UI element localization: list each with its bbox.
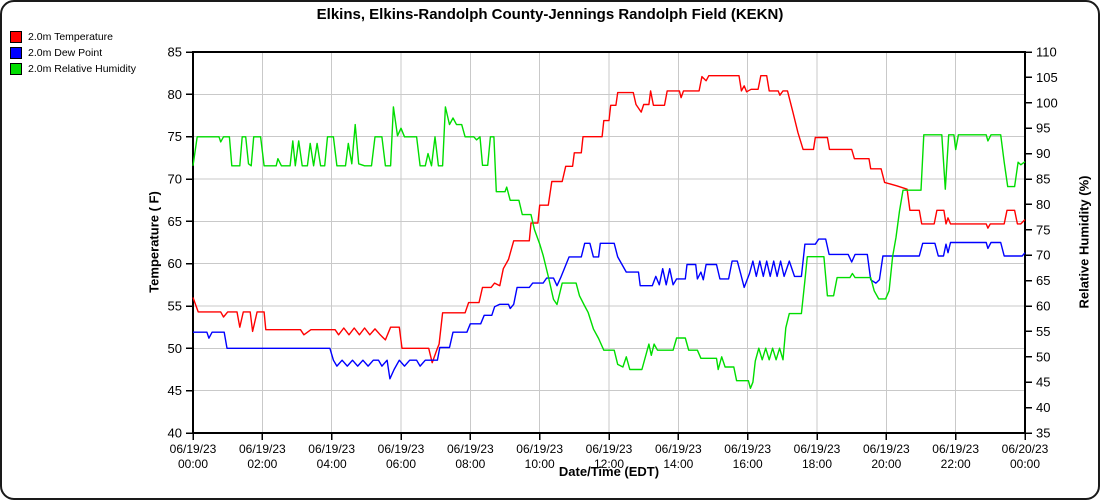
right-axis-tick-label: 100 bbox=[1036, 95, 1058, 110]
x-axis-tick-date-label: 06/19/23 bbox=[170, 442, 217, 456]
legend-item-relative-humidity: 2.0m Relative Humidity bbox=[10, 61, 136, 77]
right-axis-tick-label: 75 bbox=[1036, 222, 1050, 237]
x-axis-tick-time-label: 10:00 bbox=[525, 457, 555, 471]
right-axis-tick-label: 110 bbox=[1036, 45, 1057, 60]
left-axis-tick-label: 50 bbox=[168, 341, 182, 356]
x-axis-tick-time-label: 14:00 bbox=[663, 457, 693, 471]
left-axis-tick-label: 85 bbox=[168, 45, 182, 60]
right-axis-tick-label: 70 bbox=[1036, 248, 1050, 263]
x-axis-tick-time-label: 04:00 bbox=[317, 457, 347, 471]
dew-point-swatch-icon bbox=[10, 47, 22, 59]
x-axis-title: Date/Time (EDT) bbox=[558, 464, 660, 479]
x-axis-tick-date-label: 06/19/23 bbox=[794, 442, 841, 456]
x-axis-tick-time-label: 00:00 bbox=[1010, 457, 1040, 471]
left-axis-tick-label: 75 bbox=[168, 129, 182, 144]
right-axis-tick-label: 80 bbox=[1036, 197, 1050, 212]
legend-item-temperature: 2.0m Temperature bbox=[10, 29, 136, 45]
x-axis-tick-time-label: 16:00 bbox=[733, 457, 763, 471]
legend: 2.0m Temperature 2.0m Dew Point 2.0m Rel… bbox=[10, 29, 136, 77]
right-axis-tick-label: 85 bbox=[1036, 172, 1050, 187]
left-axis-tick-label: 55 bbox=[168, 299, 182, 314]
legend-label-temperature: 2.0m Temperature bbox=[28, 31, 114, 43]
series-line-2-0m-temperature bbox=[192, 74, 1026, 364]
right-axis-tick-label: 35 bbox=[1036, 426, 1050, 441]
x-axis-tick-date-label: 06/19/23 bbox=[308, 442, 355, 456]
x-axis-tick-date-label: 06/19/23 bbox=[239, 442, 286, 456]
x-axis-tick-date-label: 06/19/23 bbox=[516, 442, 563, 456]
right-axis-tick-label: 65 bbox=[1036, 273, 1050, 288]
chart-title: Elkins, Elkins-Randolph County-Jennings … bbox=[316, 6, 784, 23]
x-axis-tick-date-label: 06/19/23 bbox=[932, 442, 979, 456]
x-axis-tick-date-label: 06/19/23 bbox=[724, 442, 771, 456]
x-axis-tick-time-label: 12:00 bbox=[594, 457, 624, 471]
right-axis-tick-label: 90 bbox=[1036, 146, 1050, 161]
left-axis-tick-label: 65 bbox=[168, 214, 182, 229]
x-axis-tick-time-label: 20:00 bbox=[871, 457, 901, 471]
series-line-2-0m-relative-humidity bbox=[192, 106, 1026, 389]
legend-item-dew-point: 2.0m Dew Point bbox=[10, 45, 136, 61]
x-axis-tick-time-label: 08:00 bbox=[455, 457, 485, 471]
x-axis-tick-time-label: 02:00 bbox=[247, 457, 277, 471]
x-axis-tick-date-label: 06/19/23 bbox=[378, 442, 425, 456]
legend-label-dew-point: 2.0m Dew Point bbox=[28, 47, 103, 59]
right-axis-tick-label: 55 bbox=[1036, 324, 1050, 339]
left-axis-tick-label: 80 bbox=[168, 87, 182, 102]
x-axis-tick-date-label: 06/20/23 bbox=[1002, 442, 1049, 456]
x-axis-tick-date-label: 06/19/23 bbox=[655, 442, 702, 456]
x-axis-tick-time-label: 00:00 bbox=[178, 457, 208, 471]
series-line-2-0m-dew-point bbox=[193, 238, 1026, 380]
right-axis-tick-label: 95 bbox=[1036, 121, 1050, 136]
right-axis-tick-label: 60 bbox=[1036, 299, 1050, 314]
x-axis-tick-time-label: 18:00 bbox=[802, 457, 832, 471]
right-axis-tick-label: 50 bbox=[1036, 349, 1050, 364]
x-axis-tick-time-label: 06:00 bbox=[386, 457, 416, 471]
x-axis-tick-time-label: 22:00 bbox=[941, 457, 971, 471]
right-axis-tick-label: 105 bbox=[1036, 70, 1058, 85]
legend-label-relative-humidity: 2.0m Relative Humidity bbox=[28, 63, 136, 75]
temperature-swatch-icon bbox=[10, 31, 22, 43]
x-axis-tick-date-label: 06/19/23 bbox=[863, 442, 910, 456]
right-axis-tick-label: 45 bbox=[1036, 375, 1050, 390]
relative-humidity-swatch-icon bbox=[10, 63, 22, 75]
left-axis-tick-label: 40 bbox=[168, 426, 182, 441]
left-axis-tick-label: 45 bbox=[168, 383, 182, 398]
x-axis-tick-date-label: 06/19/23 bbox=[586, 442, 633, 456]
x-axis-tick-date-label: 06/19/23 bbox=[447, 442, 494, 456]
left-axis-tick-label: 60 bbox=[168, 256, 182, 271]
right-axis-tick-label: 40 bbox=[1036, 400, 1050, 415]
left-axis-tick-label: 70 bbox=[168, 172, 182, 187]
